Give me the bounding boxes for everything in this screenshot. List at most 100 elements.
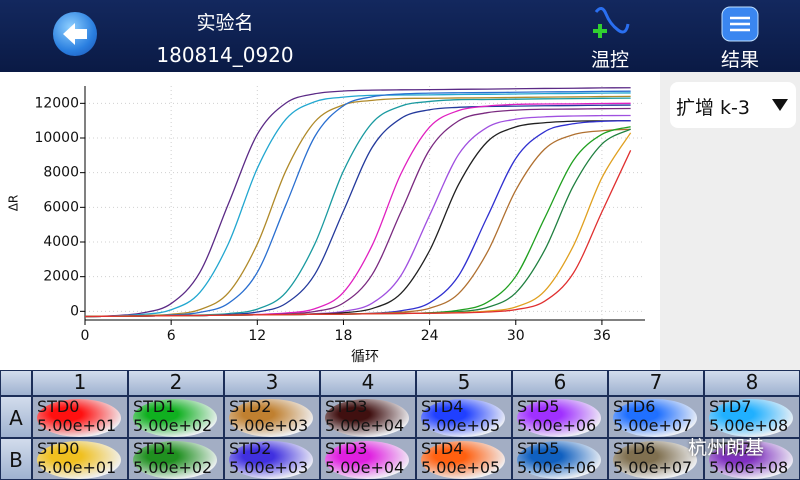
x-axis-label: 循环: [351, 349, 379, 365]
well-color: [229, 441, 313, 479]
well-concentration: 5.00e+08: [709, 416, 789, 435]
well-color: [229, 399, 313, 437]
watermark: 杭州朗基: [688, 437, 765, 459]
column-header: 1: [32, 370, 128, 396]
well-color: [133, 441, 217, 479]
well-cell[interactable]: STD3 5.00e+04: [320, 438, 416, 480]
temperature-button[interactable]: 温控: [590, 49, 629, 71]
well-color: [517, 441, 601, 479]
dropdown-arrow: [772, 99, 788, 111]
well-concentration: 5.00e+06: [517, 458, 597, 477]
well-color: [325, 441, 409, 479]
y-tick-label: 0: [70, 303, 79, 319]
well-cell[interactable]: STD1 5.00e+02: [128, 396, 224, 438]
well-name: STD6: [613, 439, 656, 458]
well-name: STD7: [709, 397, 752, 416]
well-name: STD2: [229, 439, 272, 458]
well-color: [325, 399, 409, 437]
well-cell[interactable]: STD6 5.00e+07: [608, 438, 704, 480]
well-cell[interactable]: STD5 5.00e+06: [512, 396, 608, 438]
well-color: [709, 441, 793, 479]
well-name: STD3: [325, 439, 368, 458]
y-axis-label: ΔR: [7, 195, 21, 212]
y-tick-label: 4000: [43, 234, 79, 250]
well-concentration: 5.00e+05: [421, 458, 501, 477]
well-name: STD2: [229, 397, 272, 416]
well-name: STD5: [517, 397, 560, 416]
well-cell[interactable]: STD0 5.00e+01: [32, 438, 128, 480]
well-color: [517, 399, 601, 437]
plate-table: 1 2 3 4 5 6 7 8 A STD0 5.00e+01 STD1 5.00e+02 STD2 5.0…: [0, 370, 800, 480]
x-tick-label: 12: [248, 328, 266, 344]
well-name: STD1: [133, 439, 176, 458]
well-cell[interactable]: STD2 5.00e+03: [224, 438, 320, 480]
well-concentration: 5.00e+07: [613, 416, 693, 435]
amplification-curve: [85, 95, 631, 318]
well-name: STD3: [325, 397, 368, 416]
well-cell[interactable]: STD0 5.00e+01: [32, 396, 128, 438]
experiment-name: 180814_0920: [156, 43, 294, 67]
well-name: STD0: [37, 439, 80, 458]
row-header: B: [0, 438, 32, 480]
back-arrow-icon: [63, 23, 87, 45]
y-tick-label: 6000: [43, 199, 79, 215]
x-tick-label: 18: [335, 328, 353, 344]
well-concentration: 5.00e+06: [517, 416, 597, 435]
well-concentration: 5.00e+03: [229, 416, 309, 435]
amplification-curve: [85, 87, 631, 318]
column-header: 6: [512, 370, 608, 396]
column-header: 3: [224, 370, 320, 396]
well-cell[interactable]: STD2 5.00e+03: [224, 396, 320, 438]
y-tick-label: 10000: [34, 130, 79, 146]
results-icon[interactable]: [721, 6, 759, 42]
well-color: [613, 399, 697, 437]
x-tick-label: 6: [167, 328, 176, 344]
x-tick-label: 30: [507, 328, 525, 344]
column-header: 7: [608, 370, 704, 396]
curve-dropdown[interactable]: 扩增 k-3: [670, 82, 796, 128]
well-cell[interactable]: STD6 5.00e+07: [608, 396, 704, 438]
well-cell[interactable]: STD3 5.00e+04: [320, 396, 416, 438]
well-cell[interactable]: STD7 5.00e+08: [704, 438, 800, 480]
amplification-curve: [85, 90, 631, 318]
x-tick-label: 24: [421, 328, 439, 344]
header-bar: 实验名 180814_0920 温控 结果: [0, 0, 800, 72]
well-name: STD7: [709, 439, 752, 458]
row-header: A: [0, 396, 32, 438]
experiment-label: 实验名: [196, 12, 254, 34]
well-color: [613, 441, 697, 479]
well-concentration: 5.00e+04: [325, 458, 405, 477]
well-cell[interactable]: STD5 5.00e+06: [512, 438, 608, 480]
well-color: [37, 399, 121, 437]
well-cell[interactable]: STD4 5.00e+05: [416, 396, 512, 438]
column-header: 5: [416, 370, 512, 396]
well-color: [421, 399, 505, 437]
results-button[interactable]: 结果: [720, 49, 759, 71]
column-header: 4: [320, 370, 416, 396]
temperature-icon[interactable]: [588, 4, 632, 44]
well-concentration: 5.00e+04: [325, 416, 405, 435]
well-concentration: 5.00e+08: [709, 458, 789, 477]
corner-cell: [0, 370, 32, 396]
amplification-curve: [85, 92, 631, 318]
well-name: STD1: [133, 397, 176, 416]
well-name: STD0: [37, 397, 80, 416]
well-concentration: 5.00e+03: [229, 458, 309, 477]
amplification-curve: [85, 150, 632, 318]
well-name: STD5: [517, 439, 560, 458]
well-concentration: 5.00e+02: [133, 458, 213, 477]
x-tick-label: 36: [593, 328, 611, 344]
well-name: STD4: [421, 439, 464, 458]
x-tick-label: 0: [81, 328, 90, 344]
well-concentration: 5.00e+07: [613, 458, 693, 477]
well-concentration: 5.00e+05: [421, 416, 501, 435]
back-button[interactable]: [53, 12, 97, 56]
well-cell[interactable]: STD4 5.00e+05: [416, 438, 512, 480]
well-cell[interactable]: STD7 5.00e+08: [704, 396, 800, 438]
y-tick-label: 2000: [43, 269, 79, 285]
well-color: [37, 441, 121, 479]
well-name: STD4: [421, 397, 464, 416]
well-cell[interactable]: STD1 5.00e+02: [128, 438, 224, 480]
y-tick-label: 8000: [43, 165, 79, 181]
